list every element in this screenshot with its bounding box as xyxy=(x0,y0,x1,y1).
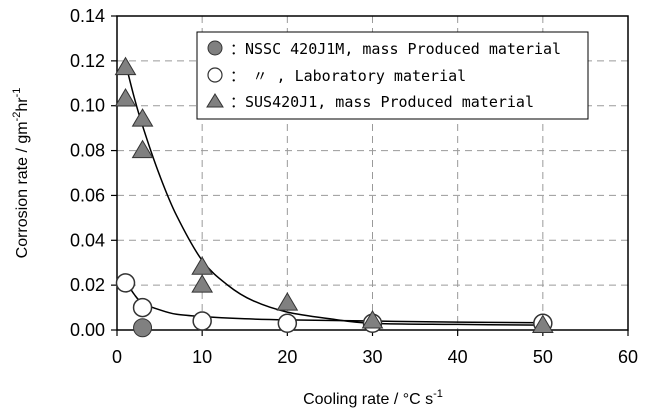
y-tick-label: 0.12 xyxy=(70,51,105,71)
y-tick-label: 0.04 xyxy=(70,230,105,250)
x-tick-label: 30 xyxy=(362,347,382,367)
x-tick-label: 20 xyxy=(277,347,297,367)
triangle-point xyxy=(131,139,154,159)
triangle-point xyxy=(131,108,154,127)
triangle-point xyxy=(191,256,214,275)
legend-label-sus420j1: ：SUS420J1, mass Produced material xyxy=(230,93,534,111)
y-tick-label: 0.08 xyxy=(70,141,105,161)
y-tick-label: 0.10 xyxy=(70,96,105,116)
triangle-point xyxy=(276,292,299,311)
triangle-point xyxy=(361,310,384,329)
x-tick-label: 60 xyxy=(618,347,638,367)
fit-curve xyxy=(124,280,543,324)
open-circle-point xyxy=(192,311,212,331)
legend-marker-filled-circle xyxy=(207,40,223,56)
triangle-point xyxy=(531,314,554,334)
legend-marker-triangle xyxy=(206,93,224,108)
triangle-point xyxy=(114,56,137,76)
legend-label-nssc-mass: ：NSSC 420J1M, mass Produced material xyxy=(230,40,561,58)
x-axis-title: Cooling rate / °C s-1 xyxy=(303,388,443,408)
y-axis-title: Corrosion rate / gm-2hr-1 xyxy=(11,88,31,259)
y-tick-label: 0.14 xyxy=(70,6,105,26)
x-tick-label: 40 xyxy=(448,347,468,367)
y-tick-label: 0.02 xyxy=(70,275,105,295)
open-circle-point xyxy=(132,297,153,318)
y-tick-label: 0.06 xyxy=(70,185,105,205)
triangle-point xyxy=(114,87,137,107)
open-circle-point xyxy=(115,273,136,293)
x-tick-label: 10 xyxy=(192,347,212,367)
legend-label-laboratory: ： 〃 , Laboratory material xyxy=(230,67,466,85)
x-tick-label: 0 xyxy=(112,347,122,367)
triangle-point xyxy=(191,274,214,293)
filled-circle-point xyxy=(133,318,153,338)
data-points xyxy=(114,56,554,338)
x-tick-label: 50 xyxy=(533,347,553,367)
open-circle-point xyxy=(277,313,298,334)
y-tick-label: 0.00 xyxy=(70,320,105,340)
legend-box xyxy=(196,31,589,120)
legend: ：NSSC 420J1M, mass Produced material ： 〃… xyxy=(196,31,589,120)
legend-marker-open-circle xyxy=(207,67,223,83)
